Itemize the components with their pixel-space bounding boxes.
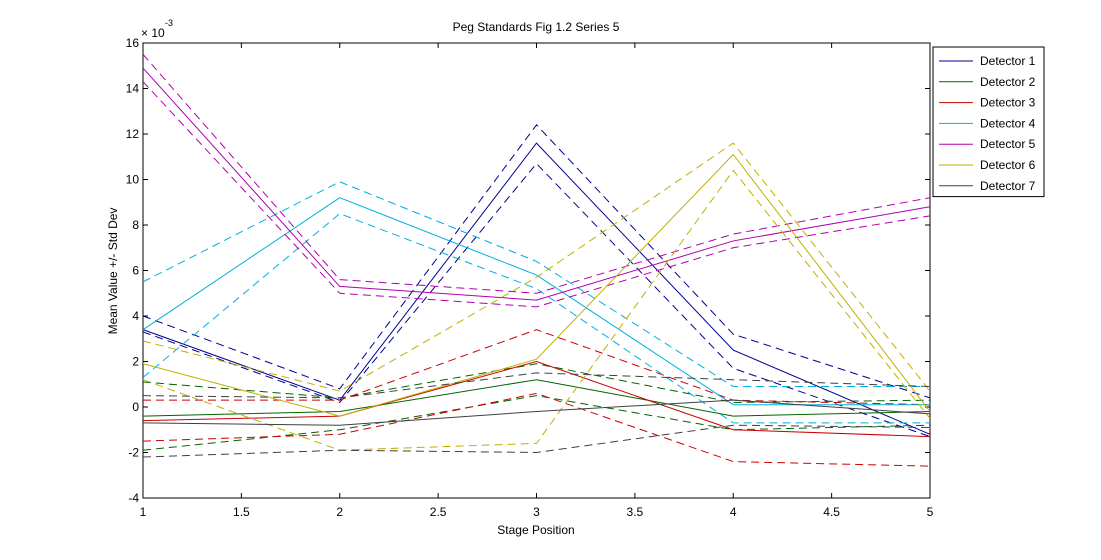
detector-7-upper-line <box>142 372 931 399</box>
y-tick-label: 6 <box>132 264 139 278</box>
detector-6-mean-line <box>142 153 931 417</box>
x-tick-label: 3.5 <box>627 505 644 519</box>
detector-7-lower-line <box>142 424 931 458</box>
x-tick-label: 3 <box>533 505 540 519</box>
y-tick-label: 16 <box>126 36 140 50</box>
y-tick-label: 8 <box>132 218 139 232</box>
detector-1-upper-line <box>142 124 931 399</box>
y-axis-label: Mean Value +/- Std Dev <box>106 208 120 335</box>
chart-title: Peg Standards Fig 1.2 Series 5 <box>453 20 620 34</box>
y-tick-label: 14 <box>126 82 140 96</box>
detector-5-lower-line <box>142 81 931 308</box>
detector-6-upper-line <box>142 142 931 392</box>
y-tick-label: 12 <box>126 127 140 141</box>
y-tick-label: -2 <box>128 446 139 460</box>
legend-label: Detector 2 <box>980 75 1036 89</box>
detector-2-mean-line <box>142 379 931 417</box>
x-tick-label: 1 <box>140 505 147 519</box>
y-tick-label: 0 <box>132 400 139 414</box>
legend-label: Detector 5 <box>980 137 1036 151</box>
detector-6-lower-line <box>142 169 931 451</box>
detector-3-upper-line <box>143 329 931 406</box>
y-tick-label: 2 <box>132 355 139 369</box>
legend-box <box>932 46 1045 198</box>
y-tick-label: -4 <box>128 491 139 505</box>
x-axis-label: Stage Position <box>497 523 574 537</box>
detector-1-mean-line <box>142 142 931 435</box>
y-exponent-base: × 10 <box>141 26 165 40</box>
legend-label: Detector 3 <box>980 96 1036 110</box>
detector-4-upper-line <box>142 181 930 388</box>
detector-5-upper-line <box>142 54 931 294</box>
x-tick-label: 1.5 <box>233 505 250 519</box>
detector-3-lower-line <box>142 392 931 467</box>
y-exponent-power: -3 <box>165 18 173 28</box>
detector-7-mean-line <box>142 399 931 426</box>
x-tick-label: 4 <box>730 505 737 519</box>
legend-label: Detector 4 <box>980 116 1036 130</box>
x-tick-label: 2 <box>336 505 343 519</box>
x-tick-label: 5 <box>927 505 934 519</box>
detector-4-lower-line <box>142 213 930 424</box>
detector-5-mean-line <box>142 67 931 301</box>
legend-label: Detector 6 <box>980 158 1036 172</box>
legend-label: Detector 7 <box>980 179 1036 193</box>
legend-label: Detector 1 <box>980 54 1036 68</box>
x-tick-label: 4.5 <box>823 505 840 519</box>
detector-1-lower-line <box>142 162 931 438</box>
y-tick-label: 4 <box>132 309 139 323</box>
y-tick-label: 10 <box>126 173 140 187</box>
detector-3-mean-line <box>142 360 931 438</box>
x-tick-label: 2.5 <box>430 505 447 519</box>
